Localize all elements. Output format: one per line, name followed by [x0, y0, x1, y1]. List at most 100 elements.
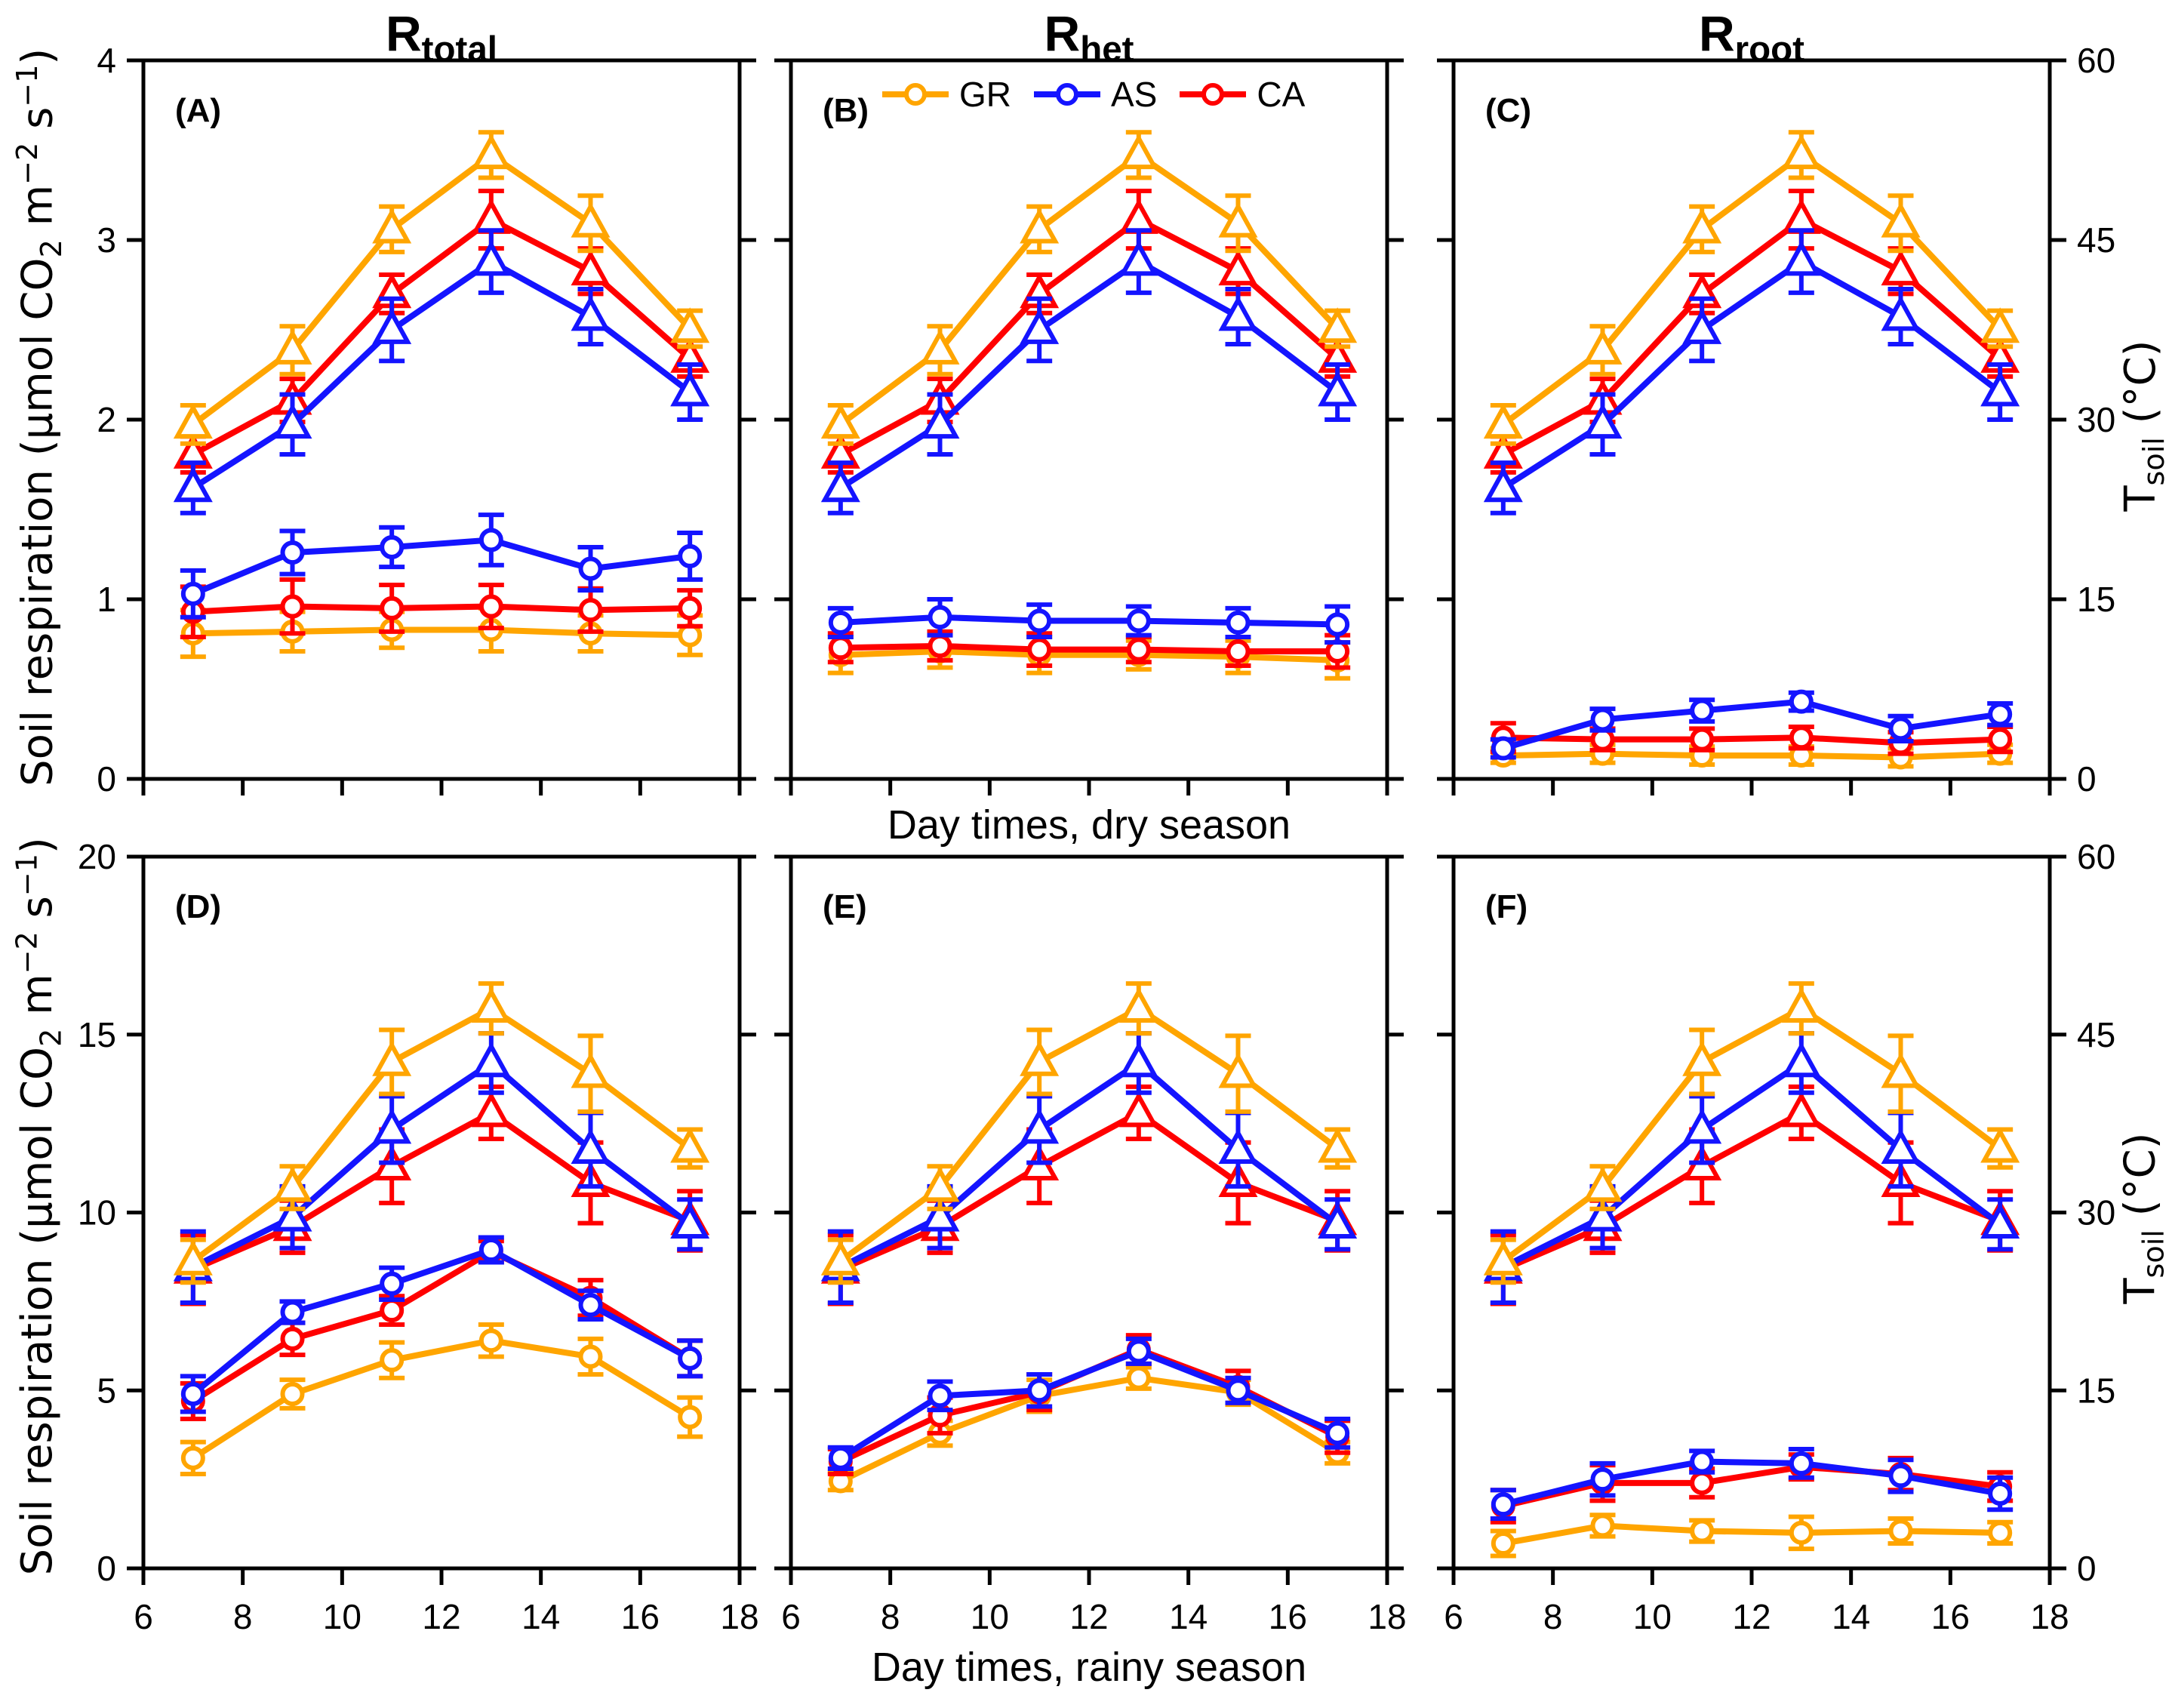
triangle-marker — [372, 1040, 412, 1076]
circle-marker — [1888, 1463, 1913, 1488]
axis-title-segment: Soil respiration (μmol CO — [13, 1046, 63, 1576]
triangle-marker — [372, 208, 412, 244]
series-line — [1502, 1458, 2001, 1508]
triangle-marker — [1980, 1203, 2020, 1239]
column-title-base: R — [1698, 5, 1735, 61]
circle-marker — [478, 1238, 503, 1263]
triangle-marker — [372, 1108, 412, 1144]
triangle-marker — [1483, 466, 1523, 503]
series-line — [192, 603, 691, 615]
legend-label-ca: CA — [1257, 75, 1306, 114]
series-as-respiration — [180, 512, 703, 620]
series-line — [1503, 734, 2001, 746]
y-left-tick-label: 3 — [97, 220, 116, 260]
x-axis-caption-dry: Day times, dry season — [887, 802, 1291, 848]
series-line — [840, 648, 1338, 663]
circle-marker — [578, 598, 603, 623]
circle-marker — [1690, 1449, 1715, 1474]
triangle-marker — [471, 986, 511, 1023]
x-tick-label: 16 — [1931, 1597, 1970, 1636]
circle-marker — [1789, 689, 1814, 714]
x-tick-label: 18 — [1368, 1597, 1406, 1636]
triangle-marker — [272, 1166, 312, 1202]
panel-f: 6 8 10 12 14 16 180 15 30 45 60 — [1437, 837, 2115, 1636]
left-axis-title-rainy: Soil respiration (μmol CO2 m−2 s−1) — [11, 837, 68, 1576]
panel-label-c: (C) — [1485, 92, 1532, 129]
series-gr-respiration — [827, 632, 1351, 681]
legend: GR AS CA — [879, 74, 1305, 115]
circle-marker — [1988, 727, 2013, 752]
axis-title-segment: m — [13, 974, 63, 1029]
triangle-marker — [571, 250, 611, 286]
series-as-temperature — [820, 228, 1358, 515]
series-line — [191, 1246, 692, 1397]
series-as-respiration — [180, 1235, 703, 1414]
legend-item-as: AS — [1031, 74, 1157, 115]
x-axis-caption-rainy: Day times, rainy season — [871, 1645, 1307, 1690]
panel-frame — [789, 58, 1389, 781]
circle-marker — [1491, 736, 1515, 761]
column-title-sub: root — [1734, 29, 1805, 70]
axis-title-segment: 2 — [34, 239, 68, 258]
series-line — [191, 1337, 692, 1461]
triangle-marker — [471, 198, 511, 234]
triangle-marker — [1483, 1239, 1523, 1276]
circle-marker — [380, 534, 405, 559]
series-line — [838, 1348, 1339, 1461]
triangle-marker — [920, 328, 960, 365]
triangle-marker — [1118, 986, 1158, 1023]
series-line — [192, 1109, 691, 1273]
axis-title-segment: Soil respiration (μmol CO — [13, 257, 63, 786]
axis-title-segment: soil — [2137, 437, 2169, 486]
triangle-marker — [1583, 403, 1623, 439]
y-left-tick-label: 2 — [97, 400, 116, 439]
triangle-marker — [173, 1239, 213, 1276]
circle-marker — [828, 610, 853, 635]
x-tick-label: 8 — [233, 1597, 253, 1636]
axis-title-segment: (°C) — [2115, 340, 2165, 438]
panel-b — [774, 58, 1404, 796]
x-tick-label: 18 — [2030, 1597, 2069, 1636]
legend-item-ca: CA — [1177, 74, 1305, 115]
triangle-marker — [1781, 1091, 1821, 1128]
circle-marker — [1888, 1519, 1913, 1543]
axis-title-segment: −1 — [10, 854, 44, 897]
triangle-marker — [471, 1042, 511, 1078]
panel-label-f: (F) — [1485, 888, 1528, 925]
triangle-marker — [1980, 371, 2020, 407]
circle-marker — [1325, 1420, 1350, 1445]
circle-marker — [928, 633, 952, 658]
series-gr-temperature — [820, 130, 1358, 446]
circle-marker — [180, 1445, 205, 1470]
circle-marker — [280, 540, 305, 565]
y-right-tick-label: 30 — [2077, 1193, 2115, 1233]
series-as-respiration — [827, 1336, 1351, 1471]
y-right-tick-label: 45 — [2077, 1015, 2115, 1054]
axis-title-segment: T — [2115, 1278, 2165, 1304]
triangle-marker — [820, 466, 860, 503]
series-gr-temperature — [1483, 130, 2020, 446]
y-right-tick-label: 45 — [2077, 220, 2115, 260]
series-line — [1503, 750, 2001, 761]
x-tick-label: 10 — [323, 1597, 362, 1636]
circle-marker — [180, 1381, 205, 1406]
y-left-tick-label: 1 — [97, 580, 116, 619]
series-line — [192, 626, 691, 639]
series-ca-temperature — [173, 1084, 710, 1306]
circle-marker — [1789, 1520, 1814, 1545]
y-right-tick-label: 30 — [2077, 400, 2115, 439]
series-ca-temperature — [1483, 188, 2020, 475]
circle-marker — [1590, 1513, 1615, 1538]
triangle-marker — [1118, 240, 1158, 276]
triangle-marker — [1318, 1127, 1358, 1163]
panel-frame — [141, 854, 742, 1571]
triangle-marker — [1118, 1042, 1158, 1078]
legend-marker-as — [1034, 83, 1100, 106]
legend-label-as: AS — [1111, 75, 1158, 114]
series-line — [1502, 698, 2001, 752]
series-line — [191, 1005, 692, 1264]
circle-marker — [478, 1328, 503, 1353]
circle-marker — [828, 635, 853, 660]
series-line — [1502, 1109, 2001, 1273]
series-line — [1503, 1522, 2001, 1546]
